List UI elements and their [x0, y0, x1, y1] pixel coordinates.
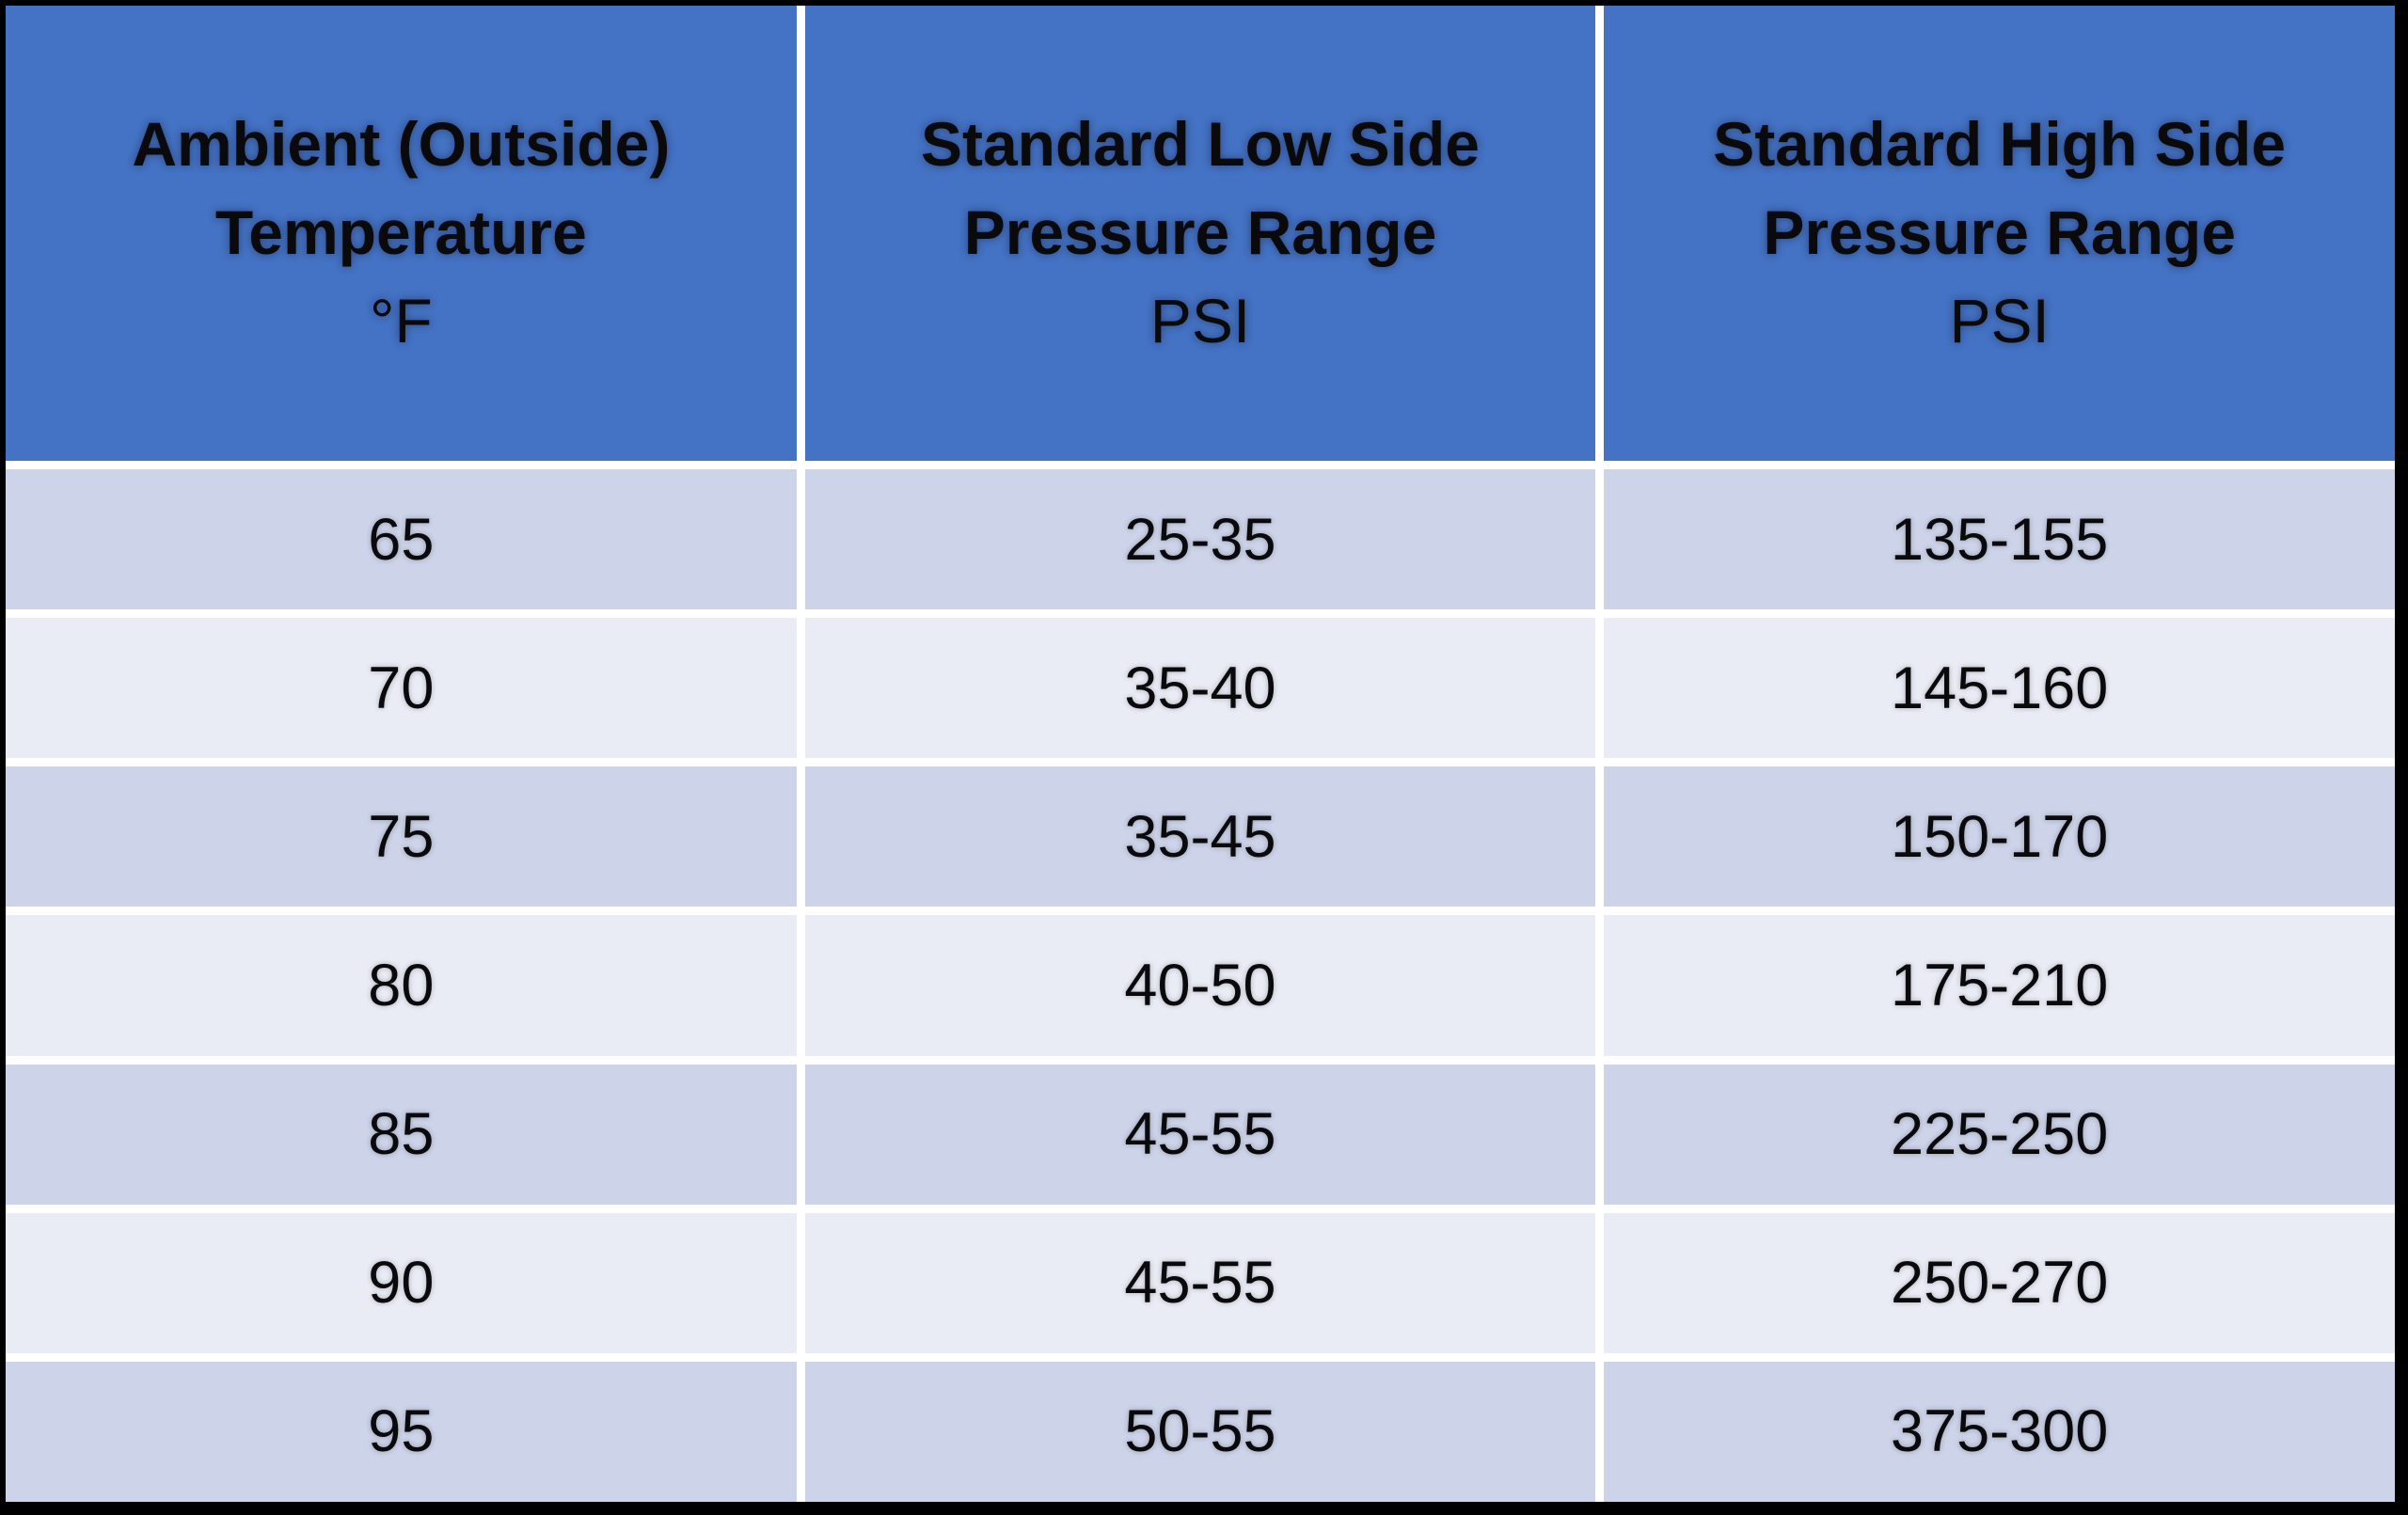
cell-high-side-range: 175-210 — [1604, 915, 2395, 1056]
header-title-line: Pressure Range — [963, 197, 1437, 268]
cell-high-side-range: 135-155 — [1604, 469, 2395, 610]
ac-pressure-table: Ambient (Outside) Temperature °F Standar… — [6, 6, 2395, 1502]
header-unit-label: PSI — [1949, 285, 2050, 355]
header-title-line: Standard Low Side — [920, 109, 1481, 180]
cell-high-side-range: 145-160 — [1604, 618, 2395, 759]
cell-low-side-range: 25-35 — [804, 469, 1596, 610]
cell-low-side-range: 45-55 — [804, 1212, 1596, 1353]
cell-temperature: 65 — [6, 469, 797, 610]
cell-high-side-range: 150-170 — [1604, 766, 2395, 907]
cell-temperature: 90 — [6, 1212, 797, 1353]
header-cell-high-side-pressure: Standard High Side Pressure Range PSI — [1604, 6, 2395, 461]
header-title-line: Ambient (Outside) — [132, 109, 671, 180]
header-unit-label: °F — [369, 285, 433, 355]
header-title-line: Standard High Side — [1713, 109, 2287, 180]
header-unit-label: PSI — [1149, 285, 1251, 355]
cell-high-side-range: 250-270 — [1604, 1212, 2395, 1353]
cell-temperature: 80 — [6, 915, 797, 1056]
cell-low-side-range: 35-45 — [804, 766, 1596, 907]
header-cell-ambient-temperature: Ambient (Outside) Temperature °F — [6, 6, 797, 461]
header-title-line: Pressure Range — [1763, 197, 2236, 268]
header-cell-low-side-pressure: Standard Low Side Pressure Range PSI — [804, 6, 1596, 461]
cell-temperature: 75 — [6, 766, 797, 907]
header-title-line: Temperature — [214, 197, 587, 268]
cell-high-side-range: 225-250 — [1604, 1064, 2395, 1205]
cell-low-side-range: 50-55 — [804, 1361, 1596, 1502]
cell-temperature: 70 — [6, 618, 797, 759]
cell-temperature: 95 — [6, 1361, 797, 1502]
cell-low-side-range: 40-50 — [804, 915, 1596, 1056]
cell-low-side-range: 35-40 — [804, 618, 1596, 759]
cell-low-side-range: 45-55 — [804, 1064, 1596, 1205]
cell-high-side-range: 375-300 — [1604, 1361, 2395, 1502]
cell-temperature: 85 — [6, 1064, 797, 1205]
